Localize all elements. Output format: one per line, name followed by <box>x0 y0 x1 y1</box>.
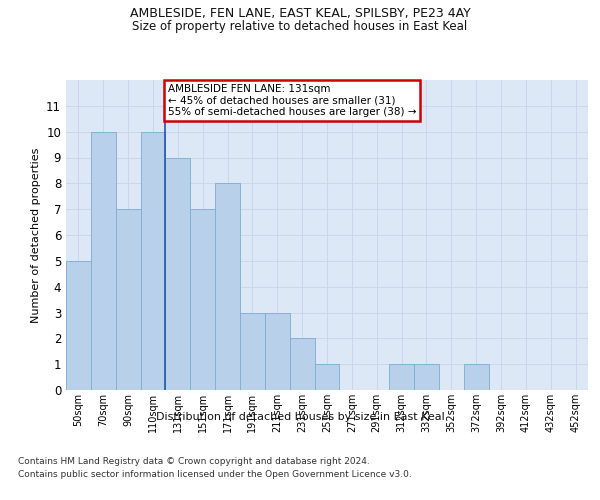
Bar <box>240 312 265 390</box>
Bar <box>66 261 91 390</box>
Text: Size of property relative to detached houses in East Keal: Size of property relative to detached ho… <box>133 20 467 33</box>
Bar <box>389 364 414 390</box>
Text: Contains HM Land Registry data © Crown copyright and database right 2024.: Contains HM Land Registry data © Crown c… <box>18 458 370 466</box>
Text: Contains public sector information licensed under the Open Government Licence v3: Contains public sector information licen… <box>18 470 412 479</box>
Text: Distribution of detached houses by size in East Keal: Distribution of detached houses by size … <box>155 412 445 422</box>
Bar <box>140 132 166 390</box>
Y-axis label: Number of detached properties: Number of detached properties <box>31 148 41 322</box>
Bar <box>265 312 290 390</box>
Bar <box>91 132 116 390</box>
Bar <box>215 184 240 390</box>
Bar <box>464 364 488 390</box>
Bar <box>414 364 439 390</box>
Text: AMBLESIDE FEN LANE: 131sqm
← 45% of detached houses are smaller (31)
55% of semi: AMBLESIDE FEN LANE: 131sqm ← 45% of deta… <box>168 84 416 117</box>
Bar <box>116 209 140 390</box>
Bar <box>190 209 215 390</box>
Bar <box>290 338 314 390</box>
Bar <box>166 158 190 390</box>
Bar <box>314 364 340 390</box>
Text: AMBLESIDE, FEN LANE, EAST KEAL, SPILSBY, PE23 4AY: AMBLESIDE, FEN LANE, EAST KEAL, SPILSBY,… <box>130 8 470 20</box>
